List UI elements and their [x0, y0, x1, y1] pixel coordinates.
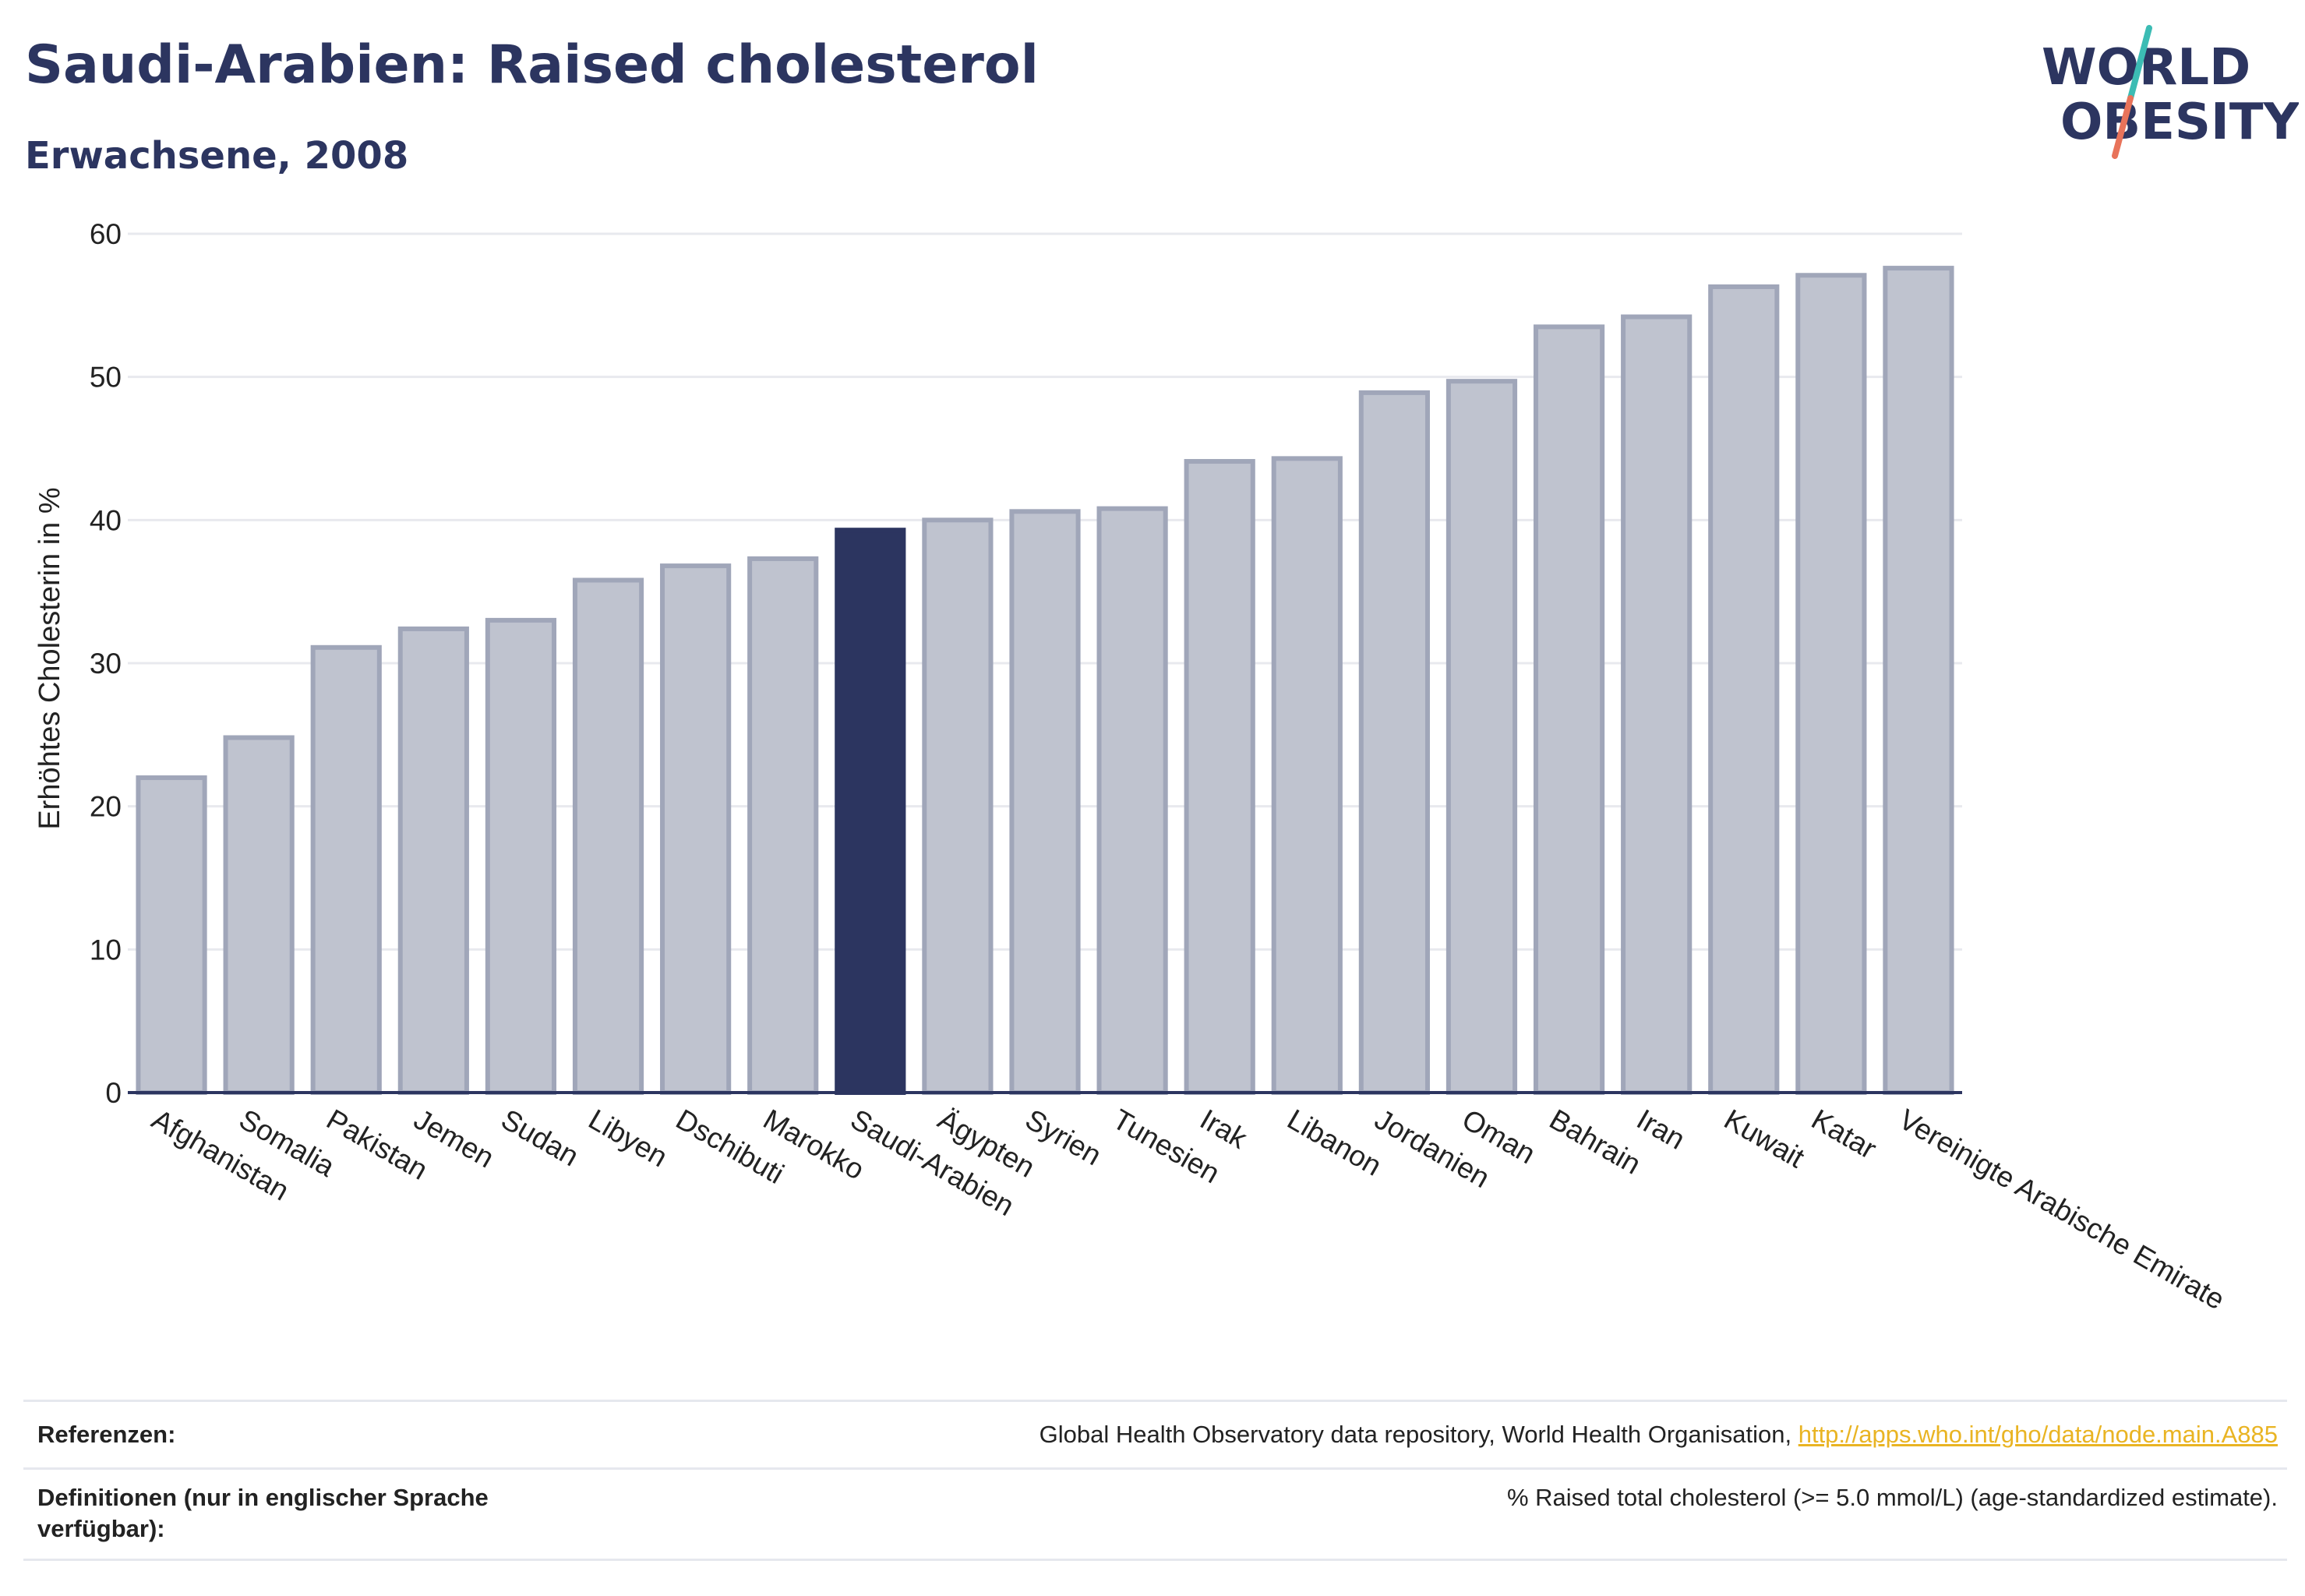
references-row: Referenzen: Global Health Observatory da…	[23, 1400, 2287, 1467]
bar-marokko[interactable]	[747, 556, 819, 1095]
x-tick-label: Iran	[1632, 1103, 1691, 1155]
logo-line2: OBESITY	[2060, 94, 2299, 151]
x-tick-label: Libanon	[1282, 1103, 1387, 1181]
bar-dschibuti[interactable]	[660, 563, 732, 1095]
y-tick-label: 40	[90, 504, 122, 536]
chart-title: Saudi-Arabien: Raised cholesterol	[25, 34, 1039, 96]
chart-subtitle: Erwachsene, 2008	[25, 134, 409, 178]
definitions-row: Definitionen (nur in englischer Sprache …	[23, 1467, 2287, 1561]
x-tick-label: Kuwait	[1719, 1103, 1810, 1174]
bar-afghanistan[interactable]	[136, 775, 207, 1096]
bar-syrien[interactable]	[1009, 509, 1081, 1095]
logo-slash-top	[2127, 25, 2152, 101]
bar-tunesien[interactable]	[1096, 506, 1168, 1095]
bar-somalia[interactable]	[223, 735, 295, 1095]
bar-sudan[interactable]	[485, 617, 557, 1095]
bar-kuwait[interactable]	[1708, 284, 1780, 1095]
x-tick-label: Bahrain	[1544, 1103, 1647, 1180]
definitions-text: % Raised total cholesterol (>= 5.0 mmol/…	[1506, 1484, 2278, 1511]
bar-ägypten[interactable]	[922, 517, 994, 1095]
x-tick-label: Irak	[1195, 1103, 1252, 1155]
y-tick-label: 30	[90, 648, 122, 680]
x-tick-label: Libyen	[584, 1103, 673, 1173]
references-link[interactable]: http://apps.who.int/gho/data/node.main.A…	[1798, 1421, 2278, 1448]
definitions-label: Definitionen (nur in englischer Sprache …	[37, 1484, 489, 1542]
bar-vereinigte-arabische-emirate[interactable]	[1883, 266, 1954, 1096]
bar-bahrain[interactable]	[1533, 324, 1605, 1095]
bar-libanon[interactable]	[1271, 456, 1343, 1095]
bar-jordanien[interactable]	[1358, 390, 1430, 1095]
x-tick-label: Vereinigte Arabische Emirate	[1894, 1103, 2230, 1315]
bar-iran[interactable]	[1621, 314, 1693, 1095]
x-tick-label: Sudan	[496, 1103, 584, 1172]
references-value: Global Health Observatory data repositor…	[1040, 1419, 2287, 1450]
references-text: Global Health Observatory data repositor…	[1039, 1421, 1798, 1448]
y-tick-label: 20	[90, 791, 122, 823]
bar-libyen[interactable]	[572, 577, 644, 1095]
y-tick-label: 60	[90, 218, 122, 250]
bar-oman[interactable]	[1445, 379, 1518, 1095]
bar-chart: 0102030405060AfghanistanSomaliaPakistanJ…	[34, 218, 2230, 1315]
y-tick-label: 50	[90, 362, 122, 394]
bar-saudi-arabien[interactable]	[835, 528, 906, 1095]
x-tick-label: Pakistan	[321, 1103, 432, 1185]
bar-katar[interactable]	[1795, 273, 1867, 1096]
y-axis-label: Erhöhtes Cholesterin in %	[34, 487, 66, 829]
footer-table: Referenzen: Global Health Observatory da…	[23, 1400, 2287, 1561]
bar-irak[interactable]	[1184, 459, 1255, 1095]
logo-slash-bottom	[2112, 95, 2134, 159]
y-tick-label: 0	[105, 1077, 122, 1109]
bar-pakistan[interactable]	[310, 644, 382, 1095]
x-tick-label: Katar	[1806, 1103, 1882, 1165]
y-tick-label: 10	[90, 934, 122, 966]
bar-jemen[interactable]	[397, 626, 469, 1095]
references-label: Referenzen:	[37, 1421, 176, 1448]
bars	[136, 266, 1954, 1096]
world-obesity-logo[interactable]: WORLD OBESITY	[2042, 23, 2299, 164]
